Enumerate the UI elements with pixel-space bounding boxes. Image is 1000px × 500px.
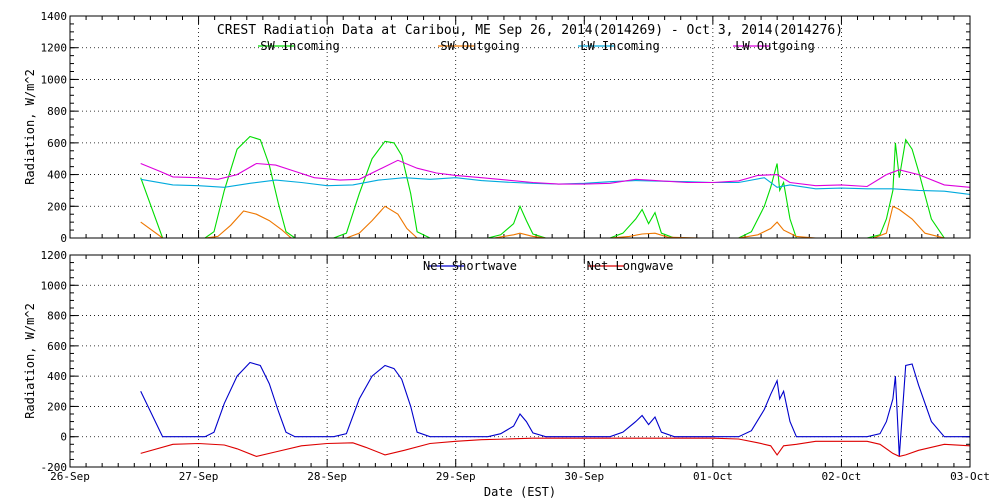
y-tick-label: 800 <box>47 310 67 323</box>
x-tick-label: 26-Sep <box>50 470 90 483</box>
series-net-shortwave-line <box>140 361 970 457</box>
x-tick-label: 29-Sep <box>436 470 476 483</box>
x-tick-label: 30-Sep <box>564 470 604 483</box>
legend-sw-incoming-label: SW Incoming <box>260 39 339 53</box>
x-tick-label: 27-Sep <box>179 470 219 483</box>
x-tick-label: 01-Oct <box>693 470 733 483</box>
plot-frame <box>69 254 971 468</box>
y-tick-label: 400 <box>47 169 67 182</box>
y-tick-label: 400 <box>47 370 67 383</box>
y-tick-label: 800 <box>47 105 67 118</box>
y-tick-label: 600 <box>47 137 67 150</box>
y-tick-label: 1400 <box>41 10 68 23</box>
legend-lw-outgoing-label: LW Outgoing <box>735 39 814 53</box>
legend-net-longwave-label: Net Longwave <box>587 259 674 273</box>
y-tick-label: 0 <box>60 431 67 444</box>
plot-frame <box>69 15 971 239</box>
x-tick-label: 28-Sep <box>307 470 347 483</box>
y-tick-label: 0 <box>60 232 67 245</box>
y-tick-label: 200 <box>47 400 67 413</box>
series-sw-incoming-line <box>140 135 970 238</box>
y-tick-label: -200 <box>41 461 68 474</box>
x-axis-label: Date (EST) <box>484 485 556 499</box>
y-tick-label: 200 <box>47 200 67 213</box>
y-tick-label: 600 <box>47 340 67 353</box>
y-tick-label: 1000 <box>41 73 68 86</box>
x-tick-label: 02-Oct <box>822 470 862 483</box>
y-tick-label: 1200 <box>41 249 68 262</box>
chart-title: CREST Radiation Data at Caribou, ME Sep … <box>217 23 843 38</box>
series-net-longwave-line <box>140 437 970 457</box>
legend-sw-outgoing-label: SW Outgoing <box>440 39 519 53</box>
x-tick-label: 03-Oct <box>950 470 990 483</box>
y-axis-label: Radiation, W/m^2 <box>23 303 37 419</box>
series-sw-outgoing-line <box>140 205 970 238</box>
series-lw-incoming-line <box>140 177 970 195</box>
series-lw-outgoing-line <box>140 159 970 188</box>
legend-net-shortwave-label: Net Shortwave <box>423 259 517 273</box>
y-tick-label: 1000 <box>41 279 68 292</box>
top-panel: 0 200 400 600 800 1000 1200 1400 Radiation, W/m^… <box>23 10 971 245</box>
y-tick-label: 1200 <box>41 42 68 55</box>
bottom-panel: -200 0 200 400 600 800 1000 1200 Radiation, W/m^… <box>23 249 990 483</box>
legend-lw-incoming-label: LW Incoming <box>580 39 659 53</box>
y-axis-label: Radiation, W/m^2 <box>23 69 37 185</box>
